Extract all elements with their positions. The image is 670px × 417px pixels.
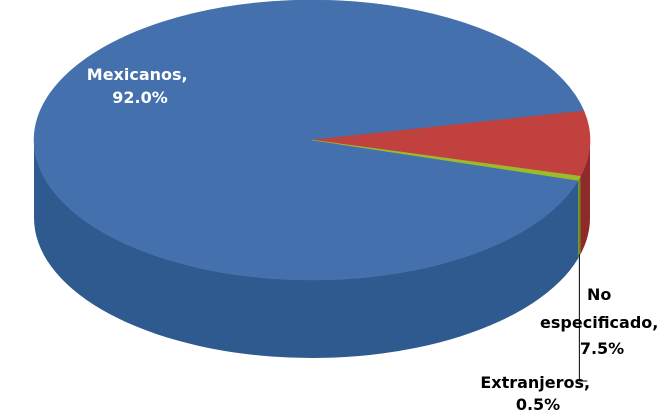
- pie-slice-extranjeros: [311, 139, 581, 181]
- label-no-especificado-line1: No: [587, 285, 611, 304]
- label-extranjeros: Extranjeros, 0.5%: [480, 373, 595, 414]
- pie-tops: [33, 0, 591, 281]
- pie-sides: [34, 140, 590, 358]
- label-no-especificado-line2: especificado,: [540, 313, 658, 332]
- label-extranjeros-name: Extranjeros,: [480, 373, 590, 392]
- pie-slice-no-especificado: [311, 110, 591, 177]
- label-mexicanos-value: 92.0%: [112, 88, 168, 107]
- leader-lines: [578, 254, 588, 382]
- label-no-especificado: No especificado, 7.5%: [540, 285, 664, 358]
- label-no-especificado-value: 7.5%: [580, 339, 624, 358]
- leader-line-extranjeros: [578, 254, 588, 382]
- label-mexicanos: Mexicanos, 92.0%: [87, 65, 193, 107]
- pie-slice-mexicanos: [33, 0, 585, 281]
- label-extranjeros-value: 0.5%: [516, 395, 560, 414]
- pie-side-extranjeros: [578, 176, 581, 259]
- pie-side-mexicanos: [34, 140, 579, 358]
- pie-side-no-especificado: [580, 140, 590, 255]
- label-mexicanos-name: Mexicanos,: [87, 65, 188, 84]
